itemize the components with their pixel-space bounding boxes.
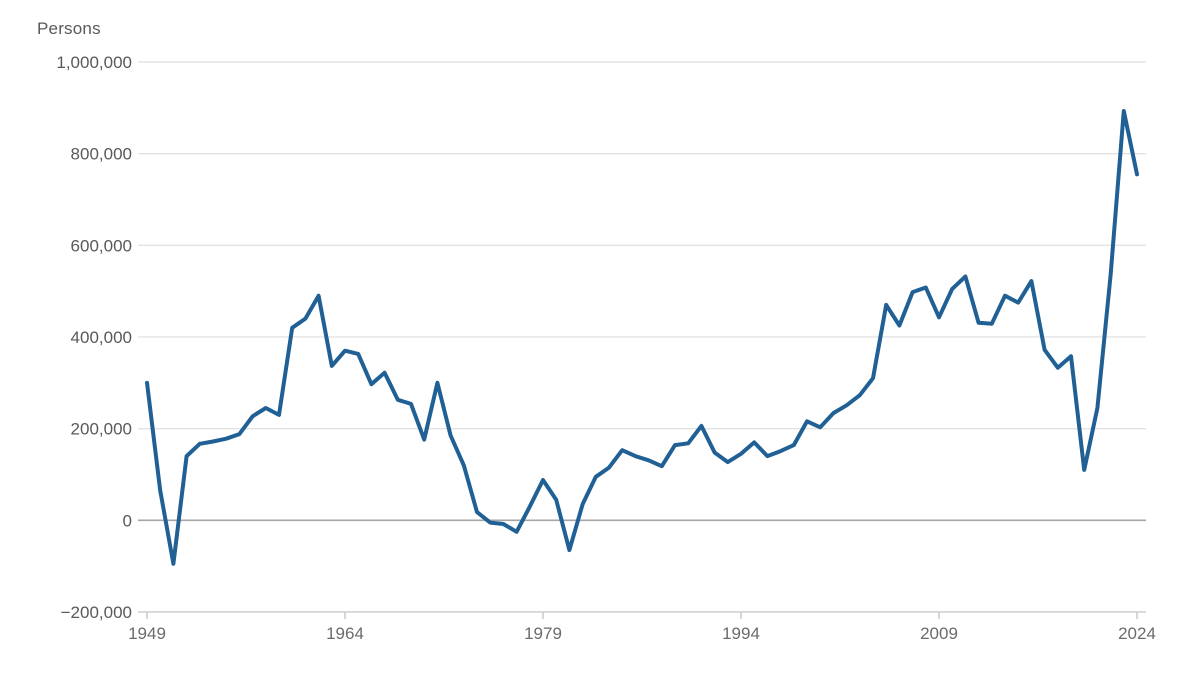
x-axis-tick-label: 1994	[722, 624, 760, 643]
x-axis-tick-label: 1949	[128, 624, 166, 643]
y-axis-tick-label: 200,000	[71, 420, 132, 439]
y-axis-tick-label: 800,000	[71, 145, 132, 164]
data-line-series	[145, 109, 1139, 566]
y-axis-tick-label: 400,000	[71, 328, 132, 347]
x-axis-tick-label: 1964	[326, 624, 364, 643]
y-axis-tick-label: 600,000	[71, 236, 132, 255]
y-axis-unit-label: Persons	[37, 19, 101, 38]
y-axis-tick-label: 1,000,000	[56, 53, 132, 72]
x-axis-tick-label: 1979	[524, 624, 562, 643]
y-axis-tick-label: 0	[123, 511, 132, 530]
x-axis-tick-label: 2024	[1118, 624, 1156, 643]
y-axis-tick-label: −200,000	[61, 603, 132, 622]
x-axis-tick-label: 2009	[920, 624, 958, 643]
